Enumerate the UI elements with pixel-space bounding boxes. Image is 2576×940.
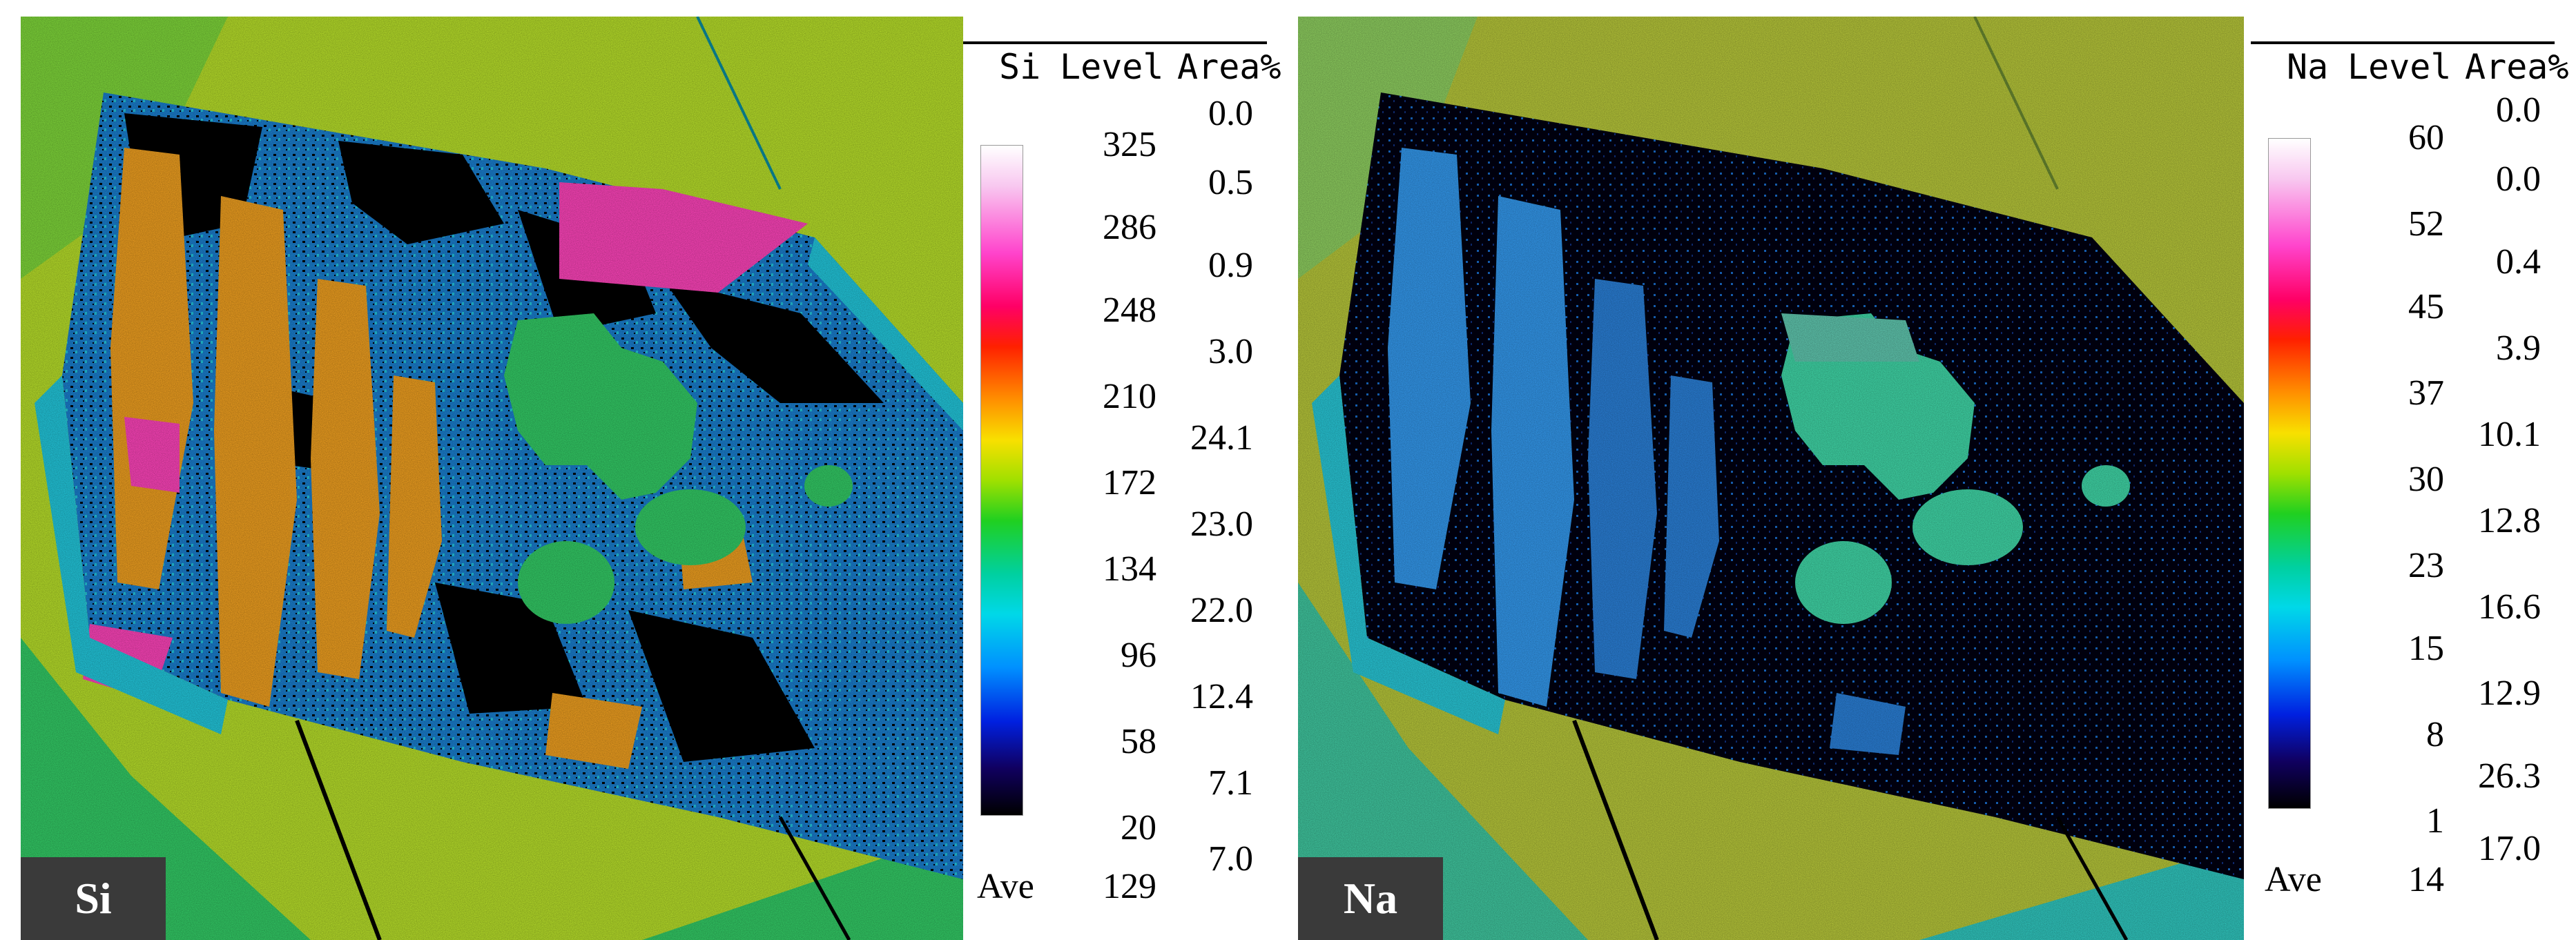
na-area-value: 0.0	[2496, 90, 2541, 130]
si-area-value: 12.4	[1190, 677, 1253, 716]
si-area-value: 23.0	[1190, 505, 1253, 544]
na-area-value: 12.9	[2478, 674, 2541, 713]
na-area-value: 12.8	[2478, 501, 2541, 540]
si-level-tick: 248	[1103, 291, 1156, 330]
na-area-value: 0.0	[2496, 159, 2541, 199]
na-area-value: 16.6	[2478, 587, 2541, 627]
si-area-value: 0.0	[1208, 94, 1253, 133]
si-level-tick: 210	[1103, 377, 1156, 416]
si-panel: Si Si Level Area% 325 286 248 210 172 13…	[0, 0, 1284, 940]
na-level-tick: 45	[2408, 287, 2444, 326]
si-area-value: 0.9	[1208, 246, 1253, 285]
si-area-value: 7.1	[1208, 763, 1253, 803]
si-ave-label: Ave	[977, 867, 1034, 906]
si-legend-header-element: Si	[999, 47, 1041, 87]
si-map-image: Si	[21, 17, 963, 940]
na-legend: Na Level Area% 60 52 45 37 30 23 15 8 1 …	[2251, 0, 2569, 940]
si-legend-header-area: Area%	[1177, 47, 1281, 87]
na-level-tick: 8	[2426, 715, 2444, 754]
si-level-tick: 286	[1103, 208, 1156, 247]
na-level-tick: 15	[2408, 629, 2444, 668]
na-map-image: Na	[1298, 17, 2244, 940]
na-area-value: 17.0	[2478, 829, 2541, 868]
si-legend: Si Level Area% 325 286 248 210 172 134 9…	[963, 0, 1281, 940]
na-legend-header-element: Na	[2287, 47, 2329, 87]
na-area-value: 3.9	[2496, 329, 2541, 368]
na-map-graphic	[1298, 17, 2244, 940]
si-legend-header-level: Level	[1060, 47, 1164, 87]
si-area-value: 3.0	[1208, 332, 1253, 371]
si-area-value: 22.0	[1190, 591, 1253, 630]
na-panel: Na Na Level Area% 60 52 45 37 30 23 15 8…	[1284, 0, 2576, 940]
si-area-value: 24.1	[1190, 418, 1253, 458]
si-ave-value: 129	[1103, 867, 1156, 906]
na-color-scale	[2268, 138, 2311, 809]
na-level-tick: 1	[2426, 801, 2444, 841]
si-area-value: 0.5	[1208, 163, 1253, 202]
na-level-tick: 30	[2408, 460, 2444, 499]
na-ave-label: Ave	[2265, 860, 2322, 899]
si-area-value: 7.0	[1208, 839, 1253, 879]
na-legend-rule	[2251, 41, 2555, 44]
si-level-tick: 96	[1121, 636, 1156, 675]
si-map-graphic	[21, 17, 963, 940]
si-element-label: Si	[21, 857, 166, 940]
na-ave-value: 14	[2408, 860, 2444, 899]
si-level-tick: 172	[1103, 463, 1156, 502]
na-area-value: 0.4	[2496, 242, 2541, 282]
si-level-tick: 134	[1103, 549, 1156, 589]
si-level-tick: 20	[1121, 808, 1156, 848]
na-level-tick: 23	[2408, 546, 2444, 585]
si-color-scale	[980, 145, 1023, 816]
na-level-tick: 37	[2408, 373, 2444, 413]
si-legend-rule	[963, 41, 1267, 44]
na-level-tick: 60	[2408, 118, 2444, 157]
na-level-tick: 52	[2408, 204, 2444, 244]
na-element-label: Na	[1298, 857, 1443, 940]
na-legend-header-level: Level	[2347, 47, 2452, 87]
na-legend-header-area: Area%	[2465, 47, 2569, 87]
na-area-value: 10.1	[2478, 415, 2541, 454]
na-area-value: 26.3	[2478, 756, 2541, 796]
si-level-tick: 325	[1103, 125, 1156, 164]
si-level-tick: 58	[1121, 722, 1156, 761]
